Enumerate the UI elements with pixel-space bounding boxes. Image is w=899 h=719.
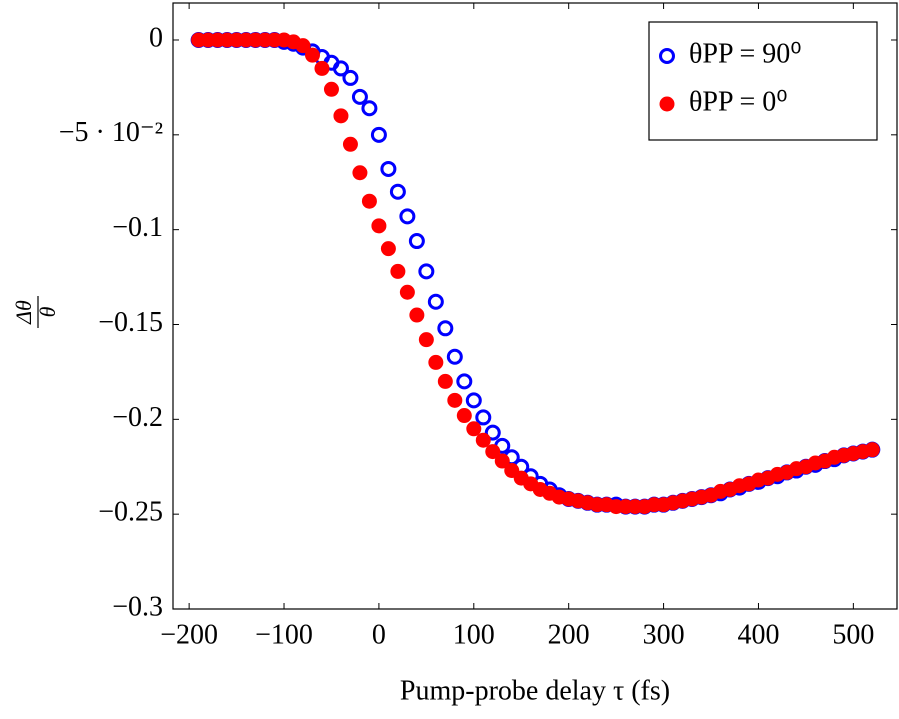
data-point bbox=[437, 320, 454, 337]
data-point bbox=[361, 100, 378, 117]
data-point bbox=[389, 183, 406, 200]
x-tick-label: 200 bbox=[548, 619, 590, 650]
data-point bbox=[465, 392, 482, 409]
data-point bbox=[295, 38, 311, 54]
data-point bbox=[485, 444, 501, 460]
x-tick-label: 300 bbox=[643, 619, 685, 650]
x-tick-label: −200 bbox=[160, 619, 218, 650]
data-point bbox=[399, 208, 416, 225]
y-tick-label: −0.2 bbox=[112, 402, 163, 433]
data-point bbox=[361, 193, 377, 209]
data-point bbox=[475, 409, 492, 426]
x-axis-label: Pump-probe delay τ (fs) bbox=[400, 675, 670, 706]
data-point bbox=[484, 424, 501, 441]
data-point bbox=[494, 453, 510, 469]
legend-label: θPP = 90⁰ bbox=[689, 38, 802, 69]
data-point bbox=[447, 392, 463, 408]
data-point bbox=[456, 408, 472, 424]
data-point bbox=[333, 108, 349, 124]
data-point bbox=[427, 293, 444, 310]
x-tick-label: −100 bbox=[255, 619, 313, 650]
data-point bbox=[456, 373, 473, 390]
data-point bbox=[446, 348, 463, 365]
data-point bbox=[323, 81, 339, 97]
data-point bbox=[418, 263, 435, 280]
data-point bbox=[342, 69, 359, 86]
data-point bbox=[428, 354, 444, 370]
plot-frame bbox=[172, 2, 898, 610]
data-point bbox=[408, 233, 425, 250]
data-point bbox=[418, 332, 434, 348]
y-tick-label: −0.1 bbox=[112, 212, 163, 243]
data-point bbox=[475, 432, 491, 448]
y-tick-label: −0.25 bbox=[98, 497, 163, 528]
legend-label: θPP = 0⁰ bbox=[689, 86, 788, 117]
y-tick-label: −0.15 bbox=[98, 307, 163, 338]
data-point bbox=[332, 60, 349, 77]
data-point bbox=[342, 136, 358, 152]
y-tick-label: −5 · 10⁻² bbox=[59, 117, 163, 148]
x-tick-label: 500 bbox=[832, 619, 874, 650]
x-tick-label: 400 bbox=[737, 619, 779, 650]
data-point bbox=[370, 126, 387, 143]
legend-marker bbox=[659, 48, 675, 64]
data-point bbox=[390, 263, 406, 279]
data-point bbox=[351, 88, 368, 105]
x-tick-label: 100 bbox=[453, 619, 495, 650]
data-point bbox=[864, 442, 880, 458]
data-point bbox=[409, 307, 425, 323]
y-tick-label: 0 bbox=[149, 22, 163, 53]
y-label-numerator: Δθ bbox=[11, 300, 36, 325]
data-point bbox=[380, 160, 397, 177]
y-label-denominator: θ bbox=[35, 306, 60, 317]
data-point bbox=[437, 373, 453, 389]
data-point bbox=[352, 165, 368, 181]
x-tick-label: 0 bbox=[372, 619, 386, 650]
data-point bbox=[371, 218, 387, 234]
data-point bbox=[314, 60, 330, 76]
data-point bbox=[399, 284, 415, 300]
y-tick-label: −0.3 bbox=[112, 591, 163, 622]
y-axis-label: Δθ θ bbox=[11, 296, 60, 328]
data-point bbox=[380, 241, 396, 257]
legend-marker bbox=[659, 96, 675, 112]
data-point bbox=[466, 421, 482, 437]
data-point bbox=[304, 47, 320, 63]
legend-box bbox=[648, 21, 878, 141]
